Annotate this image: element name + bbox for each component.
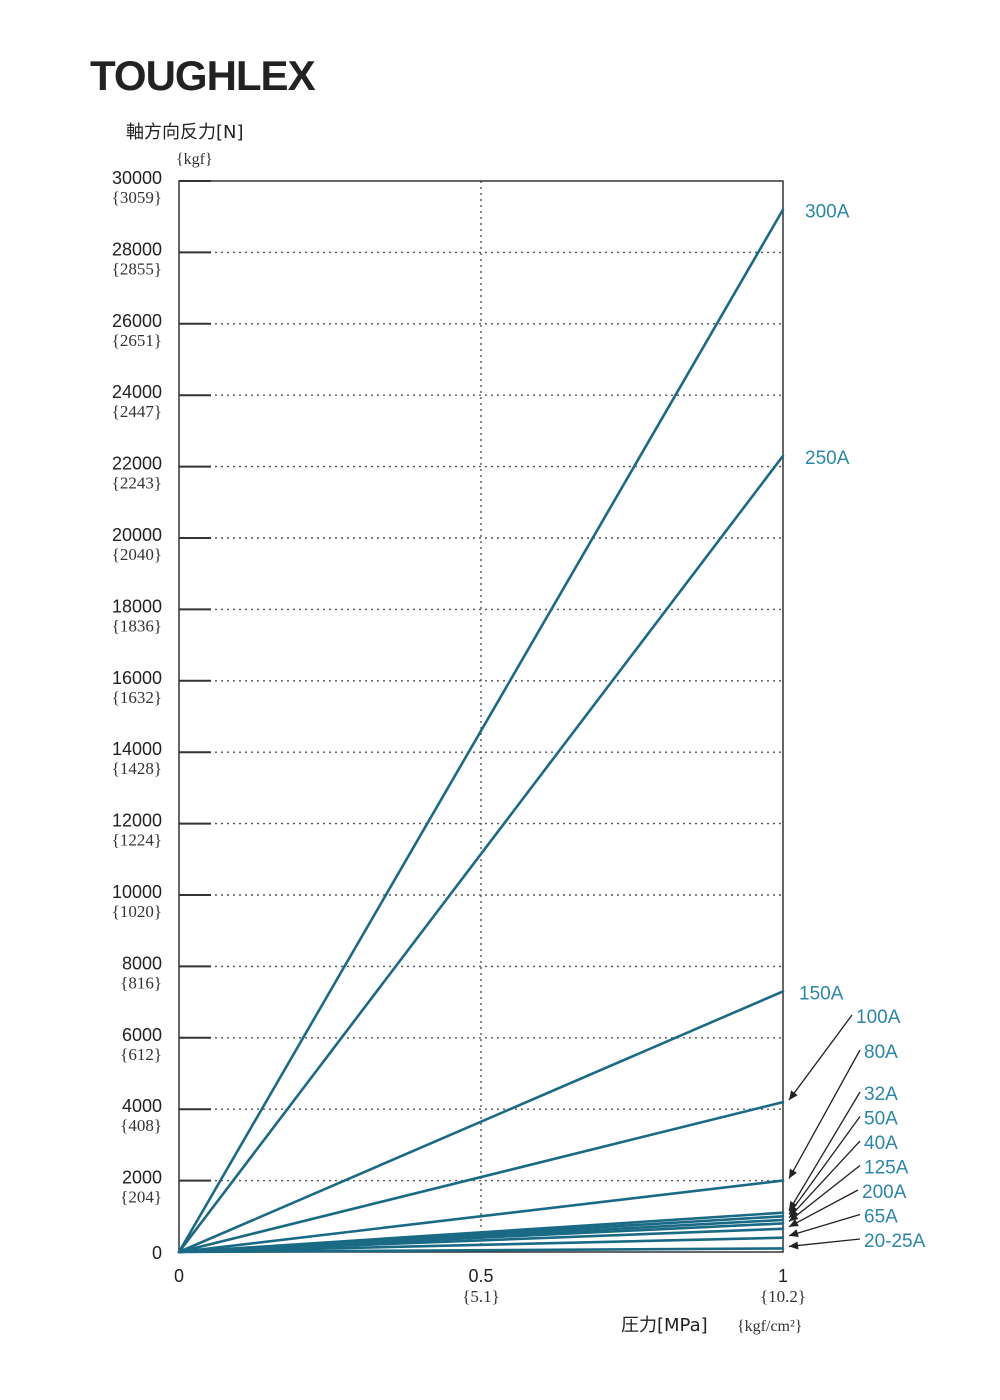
y-tick-sublabel: {408} — [120, 1116, 162, 1135]
y-tick-label: 8000 — [122, 953, 162, 973]
series-label-20-25a: 20-25A — [864, 1231, 926, 1252]
y-tick-sublabel: {2651} — [112, 331, 162, 350]
series-arrowhead-65a — [789, 1229, 799, 1237]
series-arrowhead-20-25a — [789, 1241, 799, 1250]
series-arrow-100a — [788, 1014, 853, 1101]
series-arrow-65a — [788, 1213, 861, 1237]
series-line-100a — [177, 1100, 785, 1254]
series-line-20-25a — [177, 1247, 785, 1254]
series-label-300a: 300A — [805, 202, 850, 223]
y-axis-ticks: 30000{3059}28000{2855}26000{2651}24000{2… — [112, 168, 211, 1263]
series-line-200a — [177, 1227, 785, 1254]
y-tick-label: 22000 — [112, 454, 162, 474]
series-arrow-40a — [788, 1140, 861, 1219]
y-tick-label: 28000 — [112, 239, 162, 259]
x-tick-label: 0.5 — [468, 1266, 493, 1286]
y-tick-label: 30000 — [112, 168, 162, 188]
y-tick-sublabel: {816} — [120, 973, 162, 992]
y-tick-label: 2000 — [122, 1168, 162, 1188]
series-arrow-50a — [788, 1116, 861, 1215]
x-tick-label: 1 — [778, 1266, 788, 1286]
x-tick-sublabel: {10.2} — [760, 1287, 806, 1306]
y-tick-sublabel: {2243} — [112, 474, 162, 493]
series-label-80a: 80A — [864, 1042, 898, 1063]
series-arrowhead-200a — [789, 1219, 799, 1227]
series-arrow-200a — [788, 1189, 859, 1228]
brand-title: TOUGHLEX — [90, 52, 316, 99]
y-tick-label: 10000 — [112, 882, 162, 902]
y-tick-sublabel: {1428} — [112, 759, 162, 778]
series-labels: 300A 250A 150A 100A 80A 32A 50A 40A 125A 200A 65A 2… — [788, 202, 926, 1252]
plot-frame — [178, 180, 784, 1253]
y-tick-label: 12000 — [112, 811, 162, 831]
series-line-300a — [177, 208, 785, 1254]
y-tick-sublabel: {1224} — [112, 831, 162, 850]
y-tick-label: 26000 — [112, 311, 162, 331]
y-tick-label: 14000 — [112, 739, 162, 759]
x-tick-label: 0 — [174, 1266, 184, 1286]
series-line-250a — [177, 454, 785, 1254]
y-axis-unit: {kgf} — [176, 151, 213, 168]
y-tick-label: 4000 — [122, 1096, 162, 1116]
x-axis-unit: {kgf/cm²} — [737, 1318, 802, 1335]
series-label-250a: 250A — [805, 448, 850, 469]
series-arrowhead-80a — [789, 1168, 797, 1179]
series-arrow-80a — [788, 1049, 861, 1179]
series-label-200a: 200A — [862, 1182, 907, 1203]
series-arrowhead-100a — [789, 1090, 798, 1101]
y-tick-sublabel: {2040} — [112, 545, 162, 564]
y-tick-sublabel: {3059} — [112, 188, 162, 207]
grid-lines — [179, 181, 783, 1252]
y-tick-label: 20000 — [112, 525, 162, 545]
series-arrow-32a — [788, 1091, 861, 1212]
series-label-40a: 40A — [864, 1133, 898, 1154]
y-tick-sublabel: {612} — [120, 1045, 162, 1064]
series-line-80a — [177, 1179, 785, 1254]
series-line-65a — [177, 1236, 785, 1254]
y-tick-sublabel: {204} — [120, 1188, 162, 1207]
y-tick-sublabel: {1020} — [112, 902, 162, 921]
series-arrowhead-125a — [789, 1212, 799, 1222]
x-axis-title: 圧力[MPa] — [621, 1315, 708, 1336]
series-line-150a — [177, 990, 785, 1254]
y-tick-label: 0 — [152, 1243, 162, 1263]
series-label-150a: 150A — [799, 983, 844, 1004]
y-tick-sublabel: {2447} — [112, 402, 162, 421]
y-tick-sublabel: {1632} — [112, 688, 162, 707]
series-label-50a: 50A — [864, 1109, 898, 1130]
y-axis-title: 軸方向反力[N] — [126, 122, 244, 143]
y-tick-sublabel: {2855} — [112, 259, 162, 278]
series-label-125a: 125A — [864, 1158, 909, 1179]
series-lines — [177, 208, 785, 1254]
y-tick-sublabel: {1836} — [112, 616, 162, 635]
y-tick-label: 16000 — [112, 668, 162, 688]
y-tick-label: 24000 — [112, 382, 162, 402]
y-tick-label: 18000 — [112, 596, 162, 616]
series-label-65a: 65A — [864, 1207, 898, 1228]
series-arrow-125a — [788, 1164, 861, 1222]
x-axis-ticks: 0 0.5{5.1} 1{10.2} — [174, 1266, 806, 1306]
series-label-100a: 100A — [856, 1007, 901, 1028]
series-arrow-20-25a — [788, 1238, 861, 1248]
series-label-32a: 32A — [864, 1084, 898, 1105]
y-tick-label: 6000 — [122, 1025, 162, 1045]
x-tick-sublabel: {5.1} — [462, 1287, 500, 1306]
